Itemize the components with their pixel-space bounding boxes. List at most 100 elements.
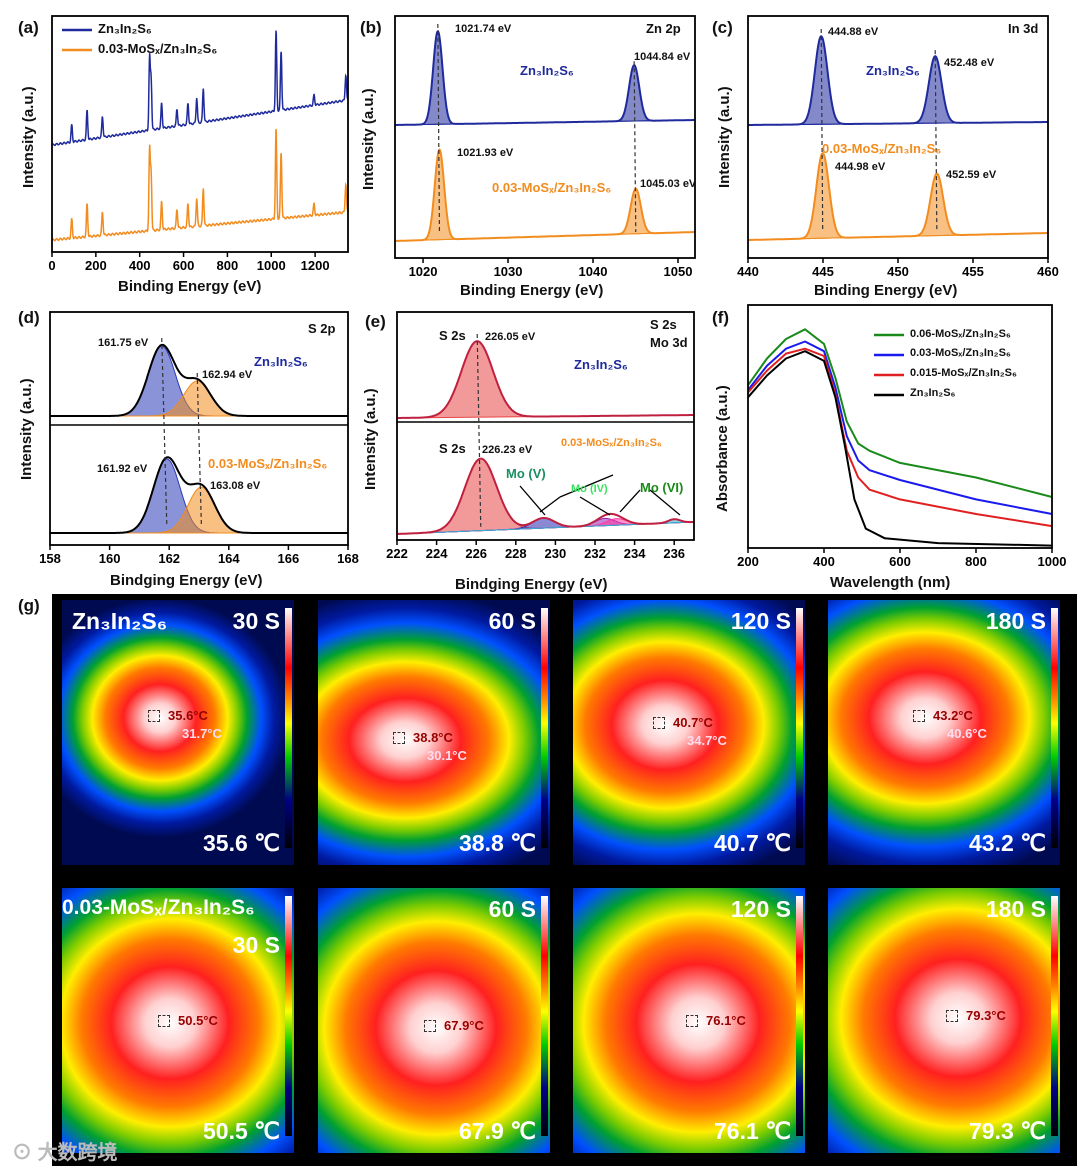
peak-component (747, 152, 1049, 241)
thermal-image: 120 S 40.7 ℃ 40.7°C 34.7°C (573, 600, 805, 865)
measurement-box-icon (148, 710, 160, 722)
x-tick-label: 1020 (409, 264, 438, 279)
arrow-line (649, 489, 681, 516)
x-tick-label: 158 (39, 551, 61, 566)
watermark-logo: ⊙ 大数跨境 (12, 1142, 118, 1164)
x-tick-label: 226 (465, 546, 487, 561)
sample-title: Zn₃In₂S₆ (72, 608, 168, 634)
series-line (51, 30, 349, 147)
time-label: 120 S (730, 896, 791, 922)
xlabel-b: Binding Energy (eV) (460, 282, 604, 299)
max-temperature: 40.7 ℃ (714, 830, 791, 856)
x-tick-label: 800 (965, 554, 987, 569)
marker-temp-1: 35.6°C (168, 708, 208, 723)
peak-guide-line (633, 61, 637, 233)
plot-frame (747, 304, 1053, 549)
peak-d-4: 163.08 eV (210, 480, 261, 492)
x-tick-label: 1000 (257, 258, 286, 273)
peak-b-1: 1021.74 eV (455, 23, 512, 35)
s2s-label-bottom: S 2s (439, 441, 466, 456)
peak-c-3: 444.98 eV (835, 161, 886, 173)
chart-b: 1020 1030 1040 1050 (394, 15, 696, 279)
sample-b-top: Zn₃In₂S₆ (520, 63, 574, 78)
x-tick-label: 1030 (494, 264, 523, 279)
spectrum-envelope (748, 35, 1048, 126)
x-tick-label: 1000 (1038, 554, 1067, 569)
peak-b-3: 1021.93 eV (457, 147, 514, 159)
arrow-line (559, 474, 614, 498)
title-e-1: S 2s (650, 317, 677, 332)
measurement-box-icon (686, 1015, 698, 1027)
color-scale-bar (285, 608, 292, 848)
max-temperature: 38.8 ℃ (459, 830, 536, 856)
color-scale-bar (541, 896, 548, 1136)
mo-iv-label: Mo (IV) (571, 483, 608, 495)
x-tick-label: 455 (962, 264, 984, 279)
plot-frame (394, 15, 696, 259)
thermal-image: 180 S 79.3 ℃ 79.3°C (828, 888, 1060, 1153)
mo-vi-label: Mo (VI) (640, 480, 684, 495)
arrow-line (539, 496, 561, 513)
x-tick-label: 200 (737, 554, 759, 569)
peak-component (747, 173, 1049, 241)
color-scale-bar (1051, 608, 1058, 848)
peak-c-4: 452.59 eV (946, 169, 997, 181)
marker-temp-1: 43.2°C (933, 708, 973, 723)
x-tick-label: 234 (624, 546, 646, 561)
x-tick-label: 445 (812, 264, 834, 279)
time-label: 120 S (730, 608, 791, 634)
x-tick-label: 800 (217, 258, 239, 273)
xlabel-a: Binding Energy (eV) (118, 278, 262, 295)
spectrum-envelope (50, 456, 348, 534)
x-tick-label: 228 (505, 546, 527, 561)
arrow-line (579, 496, 611, 516)
sample-c-top: Zn₃In₂S₆ (866, 63, 920, 78)
measurement-box-icon (393, 732, 405, 744)
marker-temp-1: 76.1°C (706, 1013, 746, 1028)
xps-and-uv-plots: 0 200 400 600 800 1000 1200 1020 1030 1040 1050 440… (39, 15, 1067, 569)
x-tick-label: 224 (426, 546, 448, 561)
marker-temp-2: 30.1°C (427, 748, 467, 763)
x-tick-label: 400 (813, 554, 835, 569)
thermal-image: 0.03-MoSₓ/Zn₃In₂S₆ 30 S 50.5 ℃ 50.5°C (62, 888, 294, 1153)
x-tick-label: 230 (545, 546, 567, 561)
x-tick-label: 0 (48, 258, 55, 273)
peak-guide-line (161, 337, 168, 526)
measurement-box-icon (424, 1020, 436, 1032)
panel-label-g: (g) (18, 596, 40, 615)
sample-d-bottom: 0.03-MoSₓ/Zn₃In₂S₆ (208, 456, 328, 471)
x-tick-label: 166 (278, 551, 300, 566)
plot-frame (49, 311, 349, 546)
peak-c-2: 452.48 eV (944, 57, 995, 69)
peak-e-1: 226.05 eV (485, 331, 536, 343)
marker-temp-1: 79.3°C (966, 1008, 1006, 1023)
chart-d: 158 160 162 164 166 168 (39, 311, 359, 566)
xlabel-c: Binding Energy (eV) (814, 282, 958, 299)
x-tick-label: 200 (85, 258, 107, 273)
peak-d-2: 162.94 eV (202, 369, 253, 381)
panel-label-a: (a) (18, 18, 39, 37)
absorbance-line (747, 340, 1053, 515)
x-tick-label: 160 (99, 551, 121, 566)
time-label: 30 S (232, 932, 280, 958)
measurement-box-icon (653, 717, 665, 729)
peak-d-3: 161.92 eV (97, 463, 148, 475)
sample-b-bottom: 0.03-MoSₓ/Zn₃In₂S₆ (492, 180, 612, 195)
spectrum-envelope (395, 148, 695, 242)
thermal-image: 180 S 43.2 ℃ 43.2°C 40.6°C (828, 600, 1060, 865)
max-temperature: 67.9 ℃ (459, 1118, 536, 1144)
peak-guide-line (820, 28, 824, 232)
ylabel-e: Intensity (a.u.) (362, 388, 379, 490)
max-temperature: 76.1 ℃ (714, 1118, 791, 1144)
spectrum-envelope (395, 30, 695, 126)
time-label: 180 S (985, 896, 1046, 922)
xlabel-e: Bindging Energy (eV) (455, 576, 608, 593)
x-tick-label: 232 (584, 546, 606, 561)
peak-b-2: 1044.84 eV (634, 51, 691, 63)
sample-title: 0.03-MoSₓ/Zn₃In₂S₆ (62, 896, 255, 919)
ylabel-a: Intensity (a.u.) (20, 86, 37, 188)
x-tick-label: 1040 (579, 264, 608, 279)
panel-label-c: (c) (712, 18, 733, 37)
absorbance-line (747, 350, 1053, 547)
xlabel-d: Bindging Energy (eV) (110, 572, 263, 589)
